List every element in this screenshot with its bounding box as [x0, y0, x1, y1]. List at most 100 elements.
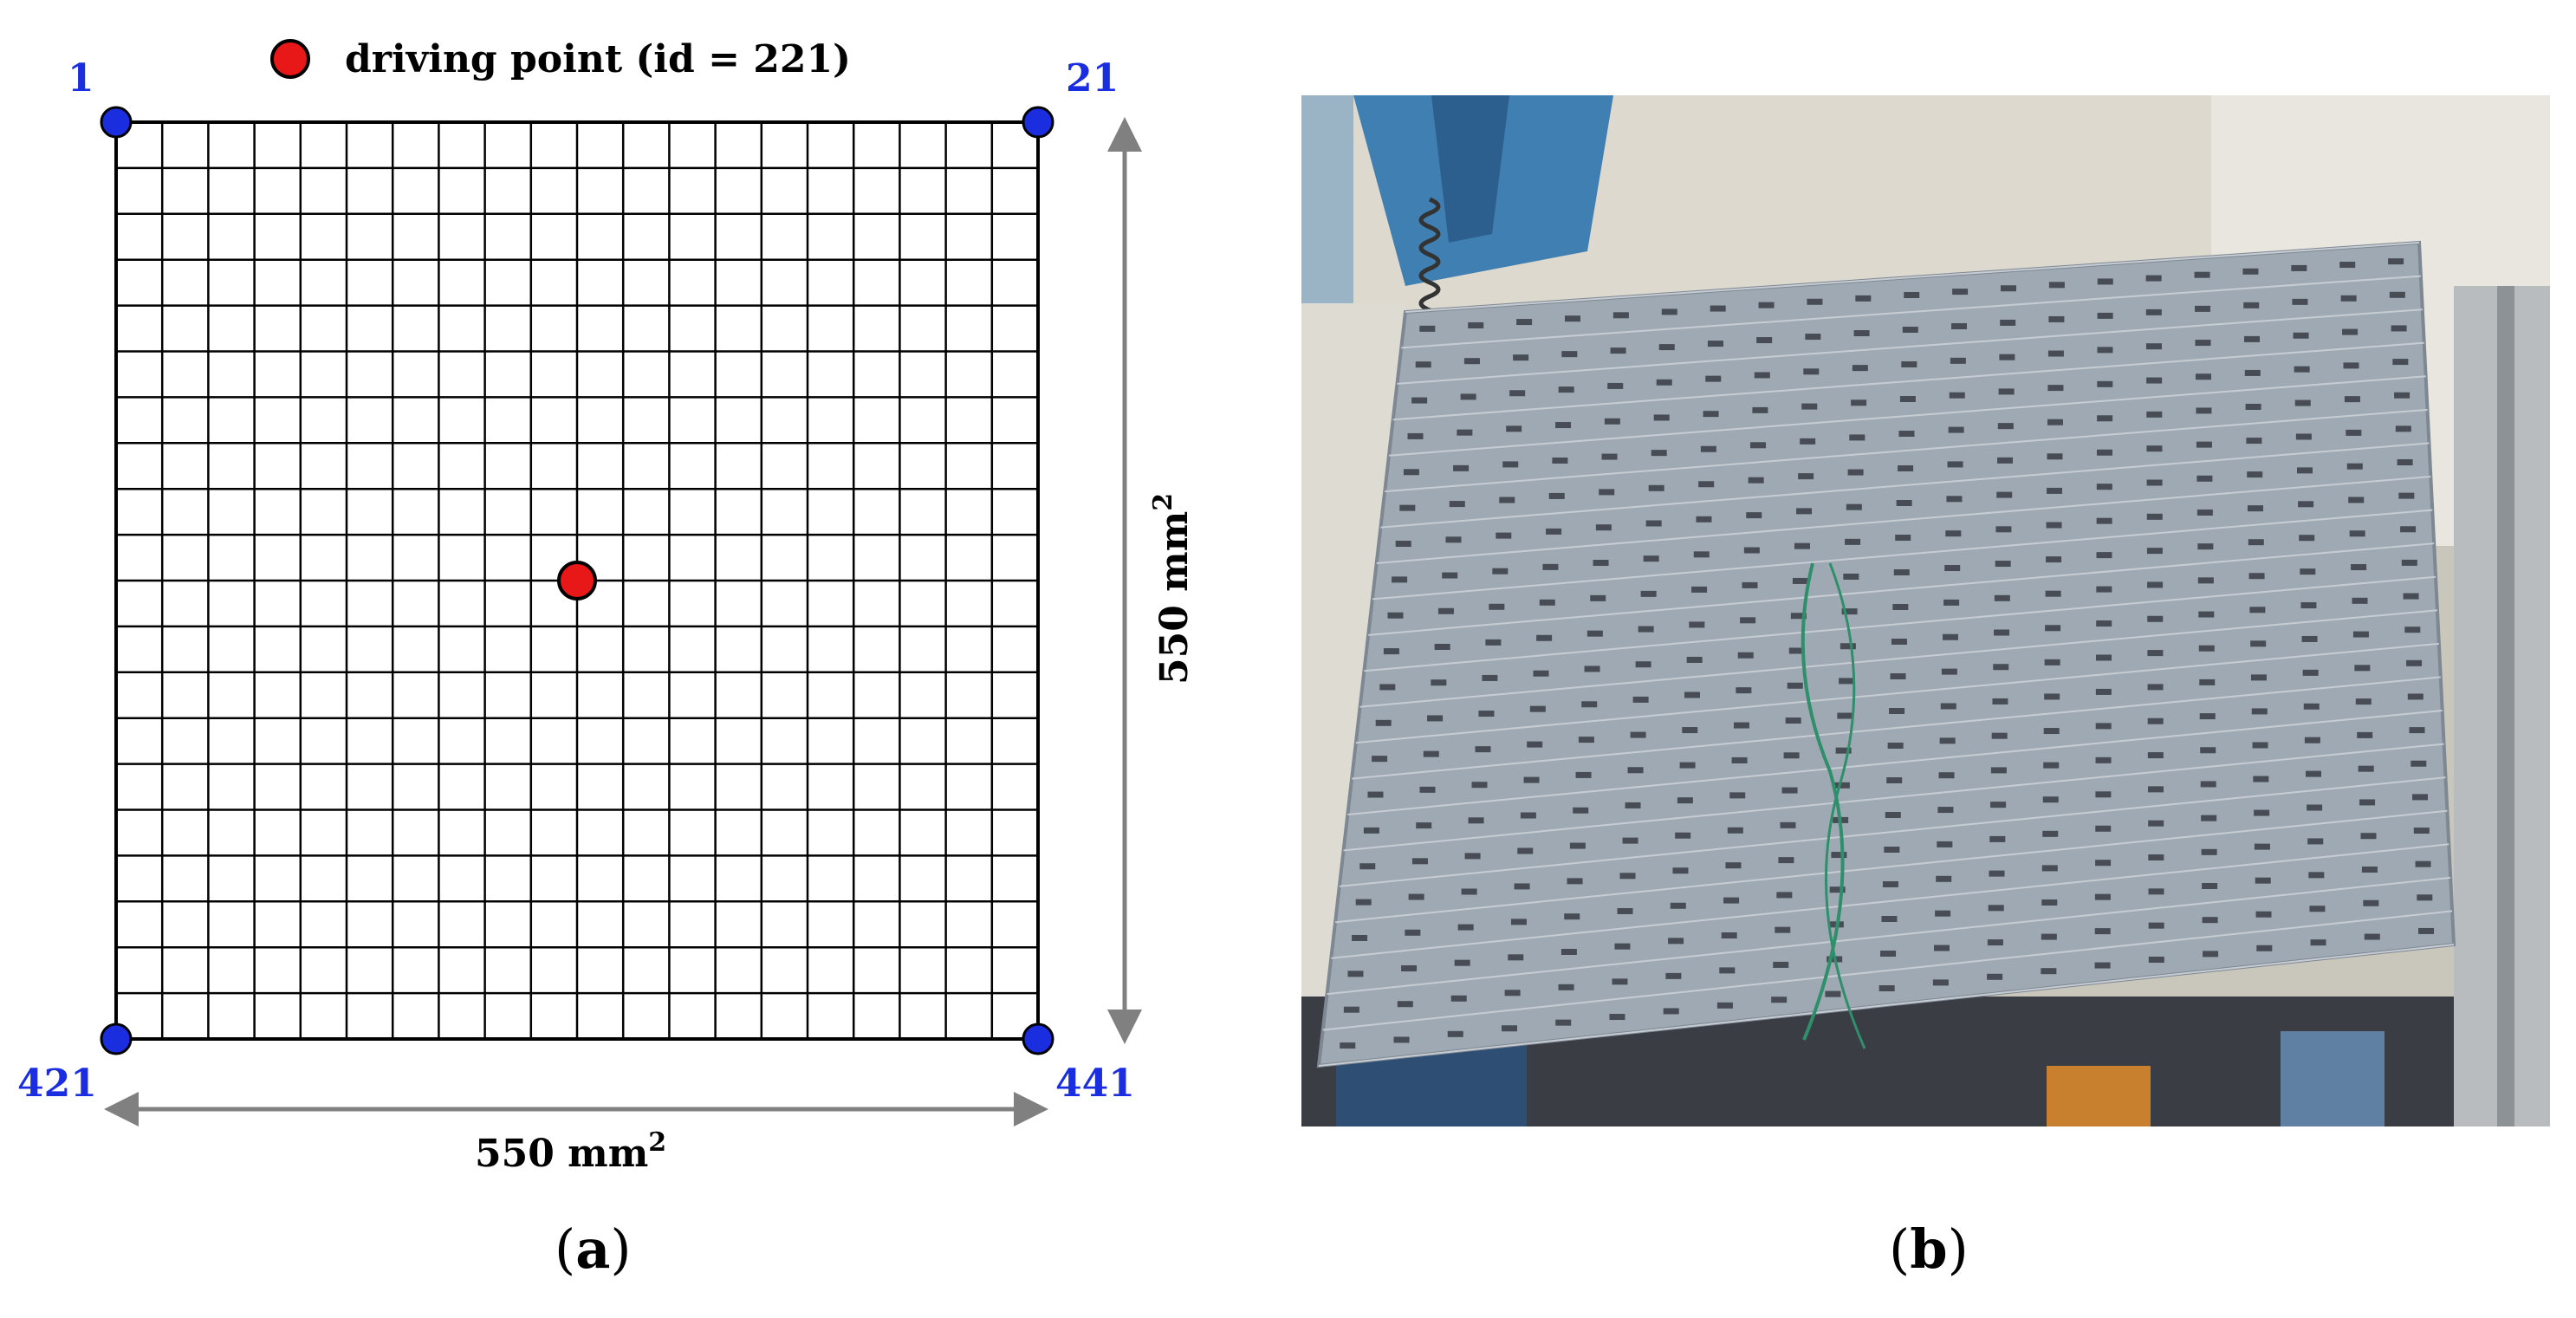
- plate-point-label: [2200, 781, 2216, 788]
- driving-point-legend-marker: [270, 39, 310, 79]
- plate-point-label: [2097, 278, 2113, 285]
- plate-point-label: [2197, 577, 2214, 584]
- plate-point-label: [2352, 597, 2368, 604]
- plate-point-label: [1478, 711, 1495, 717]
- plate-point-label: [1780, 821, 1796, 828]
- plate-point-label: [2249, 607, 2266, 614]
- plate-point-label: [1437, 607, 1454, 614]
- plate-point-label: [1691, 586, 1708, 593]
- plate-point-label: [1994, 629, 2010, 636]
- plate-point-label: [1855, 295, 1872, 302]
- plate-point-label: [1387, 612, 1404, 619]
- plate-point-label: [1991, 732, 2008, 739]
- plate-point-label: [1936, 875, 1952, 882]
- plate-point-label: [1359, 863, 1376, 870]
- plate-point-label: [2146, 377, 2163, 384]
- panel-a-diagram: driving point (id = 221) 1 21 421 441 55…: [17, 37, 1197, 1176]
- plate-point-label: [1460, 393, 1476, 400]
- plate-point-label: [2300, 602, 2317, 609]
- plate-point-label: [2247, 505, 2263, 512]
- plate-point-label: [2047, 350, 2064, 357]
- plate-row-line: [1318, 944, 2455, 1067]
- plate-point-label: [2252, 742, 2268, 749]
- plate-point-label: [1442, 572, 1458, 579]
- plate-point-label: [1785, 717, 1801, 724]
- plate-point-label: [2351, 564, 2367, 571]
- plate-point-label: [2096, 449, 2112, 456]
- plate-point-label: [1851, 399, 1867, 406]
- plate-point-label: [2096, 654, 2112, 661]
- plate-row-line: [1339, 776, 2446, 887]
- plate-point-label: [1423, 750, 1439, 757]
- plate-point-label: [1509, 390, 1526, 397]
- plate-point-label: [1454, 959, 1470, 966]
- plate-point-label: [2247, 471, 2263, 478]
- plate-point-label: [1663, 1008, 1679, 1015]
- plate-point-label: [1604, 418, 1620, 425]
- plate-point-label: [2148, 854, 2164, 861]
- corner-label-441: 441: [1055, 1062, 1135, 1106]
- plate-point-label: [1561, 351, 1578, 358]
- plate-point-label: [1584, 665, 1600, 672]
- plate-point-label: [1355, 899, 1372, 906]
- plate-row-line: [1397, 308, 2423, 385]
- plate-point-label: [1743, 547, 1760, 554]
- plate-point-label: [2199, 678, 2216, 685]
- plate-point-label: [1686, 656, 1703, 663]
- plate-point-label: [1682, 727, 1698, 734]
- plate-point-label: [1548, 492, 1565, 499]
- plate-point-label: [2145, 308, 2162, 315]
- plate-point-label: [2094, 962, 2111, 969]
- plate-point-label: [1408, 893, 1424, 900]
- plate-grid: [114, 120, 1040, 1041]
- plate-point-label: [1661, 308, 1677, 315]
- plate-point-label: [2358, 765, 2374, 772]
- plate-point-label: [1609, 1014, 1625, 1021]
- plate-point-label: [2096, 620, 2112, 627]
- plate-point-label: [1884, 847, 1900, 853]
- plate-point-label: [1499, 497, 1515, 503]
- plate-point-label: [1993, 664, 2009, 671]
- plate-point-label: [2400, 526, 2417, 533]
- plate-point-label: [1668, 938, 1684, 945]
- plate-point-label: [1898, 465, 1914, 471]
- plate-point-label: [1607, 382, 1624, 389]
- plate-point-label: [1401, 965, 1418, 971]
- plate-point-label: [2094, 893, 2111, 900]
- plate-point-label: [1716, 1002, 1733, 1009]
- plate-point-label: [2246, 438, 2262, 445]
- plate-point-label: [2296, 467, 2313, 474]
- plate-point-label: [2047, 385, 2064, 392]
- plate-point-label: [1952, 289, 1969, 295]
- plate-point-label: [1890, 673, 1906, 679]
- plate-point-label: [1447, 1030, 1463, 1037]
- plate-row-line: [1364, 575, 2436, 672]
- plate-point-label: [1886, 777, 1903, 783]
- plate-point-label: [1990, 802, 2007, 808]
- plate-point-label: [1891, 639, 1907, 645]
- plate-point-label: [1352, 934, 1368, 941]
- plate-point-label: [1475, 746, 1491, 753]
- plate-point-label: [1948, 426, 1964, 433]
- plate-point-label: [1987, 939, 2003, 946]
- plate-point-label: [2097, 347, 2113, 354]
- plate-point-label: [2418, 927, 2435, 934]
- plate-point-label: [1431, 679, 1447, 686]
- plate-point-label: [1798, 473, 1814, 480]
- plate-point-label: [1882, 881, 1898, 887]
- plate-point-label: [1742, 581, 1758, 588]
- plate-point-label: [1575, 771, 1592, 778]
- plate-point-label: [1533, 670, 1549, 677]
- plate-point-label: [2349, 530, 2365, 537]
- plate-row-line: [1334, 809, 2448, 924]
- plate-point-label: [1939, 737, 1956, 744]
- plate-point-label: [1601, 453, 1618, 460]
- plate-point-label: [2095, 756, 2112, 763]
- plate-point-label: [1379, 684, 1396, 691]
- plate-point-label: [1932, 979, 1949, 986]
- plate-row-line: [1376, 476, 2431, 564]
- plate-point-label: [2250, 640, 2267, 647]
- plate-point-label: [1841, 608, 1858, 615]
- plate-point-label: [2301, 635, 2318, 642]
- plate-point-label: [2412, 794, 2429, 801]
